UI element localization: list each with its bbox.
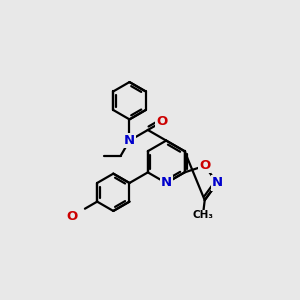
Text: N: N [160,176,172,190]
Text: O: O [199,159,210,172]
Text: O: O [67,210,78,223]
Text: N: N [124,134,135,147]
Text: N: N [212,176,223,190]
Text: CH₃: CH₃ [192,210,213,220]
Text: O: O [156,116,167,128]
